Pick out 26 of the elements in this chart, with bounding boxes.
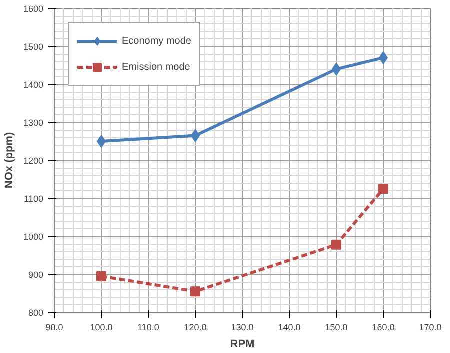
point [190,286,200,297]
x-tick-label: 130.0 [231,322,254,332]
x-tick-label: 160.0 [372,322,395,332]
x-axis-title: RPM [230,338,255,350]
y-tick-label: 1300 [23,118,44,128]
y-tick-label: 800 [28,308,44,318]
y-tick-label: 1100 [24,194,44,204]
y-tick-label: 900 [28,270,44,280]
y-tick-label: 1600 [23,4,44,14]
x-tick-label: 110.0 [138,322,160,332]
point [96,271,106,282]
point [332,240,342,250]
legend-label: Economy mode [122,36,192,46]
x-tick-label: 170.0 [419,322,442,332]
y-tick-label: 1200 [23,156,44,166]
x-tick-label: 100.0 [90,322,113,332]
y-tick-label: 1500 [23,42,44,52]
x-tick-label: 120.0 [184,322,207,332]
x-tick-label: 90.0 [46,322,64,332]
x-tick-label: 150.0 [325,322,348,332]
y-axis-title: NOx (ppm) [3,132,16,189]
y-tick-label: 1400 [23,80,44,90]
x-tick-label: 140.0 [278,322,301,332]
point [378,184,388,194]
y-tick-label: 1000 [23,232,44,242]
legend-label: Emission mode [122,62,190,72]
